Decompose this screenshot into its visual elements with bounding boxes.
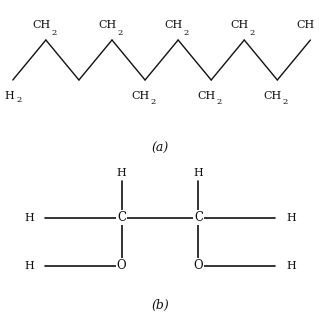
Text: (a): (a) <box>151 142 169 155</box>
Text: C: C <box>194 211 203 224</box>
Text: (b): (b) <box>151 299 169 312</box>
Text: C: C <box>117 211 126 224</box>
Text: 2: 2 <box>283 98 288 106</box>
Text: CH: CH <box>32 20 50 30</box>
Text: H: H <box>286 212 296 223</box>
Text: H: H <box>5 91 14 101</box>
Text: H: H <box>24 212 34 223</box>
Text: 2: 2 <box>51 29 57 37</box>
Text: H: H <box>194 168 203 178</box>
Text: H: H <box>24 260 34 271</box>
Text: 2: 2 <box>117 29 123 37</box>
Text: CH: CH <box>197 91 216 101</box>
Text: H: H <box>286 260 296 271</box>
Text: CH: CH <box>230 20 249 30</box>
Text: CH: CH <box>98 20 116 30</box>
Text: 2: 2 <box>150 98 156 106</box>
Text: CH: CH <box>296 20 315 30</box>
Text: CH: CH <box>131 91 149 101</box>
Text: O: O <box>194 259 203 272</box>
Text: 2: 2 <box>250 29 255 37</box>
Text: CH: CH <box>263 91 282 101</box>
Text: 2: 2 <box>16 96 21 104</box>
Text: O: O <box>117 259 126 272</box>
Text: 2: 2 <box>217 98 222 106</box>
Text: H: H <box>117 168 126 178</box>
Text: CH: CH <box>164 20 182 30</box>
Text: 2: 2 <box>184 29 189 37</box>
